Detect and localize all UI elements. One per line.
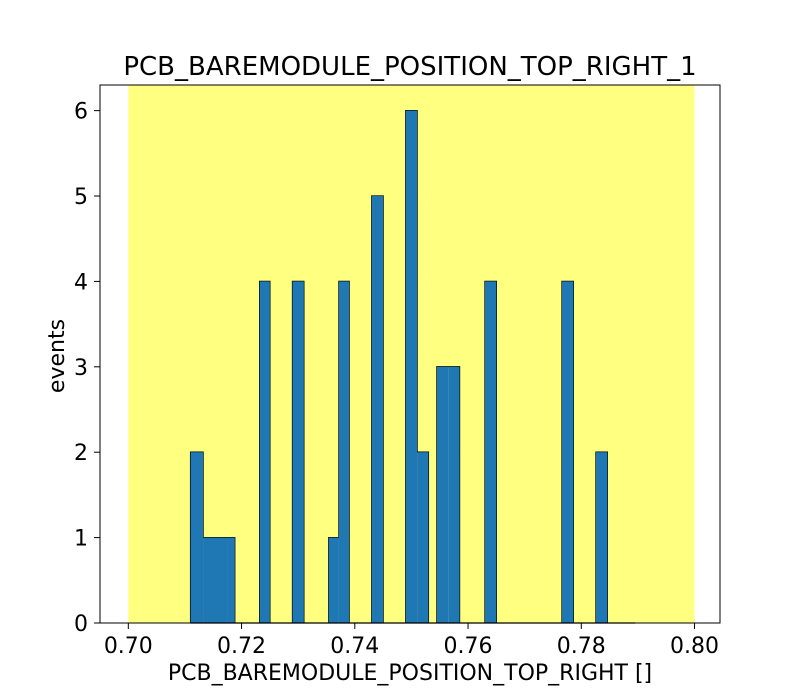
y-tick-label: 6 [74,100,88,125]
x-axis-label: PCB_BAREMODULE_POSITION_TOP_RIGHT [] [168,661,652,686]
x-tick-label: 0.80 [670,634,719,659]
y-tick-label: 4 [74,270,88,295]
histogram-bin [562,281,574,623]
y-axis-ticks: 0 1 2 3 4 5 6 [74,100,100,637]
x-tick-label: 0.74 [330,634,379,659]
histogram-bin [328,537,339,623]
histogram-bin [203,537,216,623]
x-tick-label: 0.72 [217,634,266,659]
plot-area [99,84,721,624]
histogram-bin [436,366,449,623]
histogram-bins [190,110,636,624]
histogram-bin [227,537,235,623]
histogram-bin [190,452,204,623]
y-tick-label: 5 [74,185,88,210]
x-tick-label: 0.76 [444,634,493,659]
x-tick-label: 0.78 [557,634,606,659]
histogram-bin [485,281,497,623]
histogram-bin [405,110,418,624]
y-tick-label: 0 [74,612,88,637]
histogram-bin [259,281,270,623]
histogram-bin [215,537,228,623]
y-axis-label: events [45,319,70,393]
y-tick-label: 1 [74,527,88,552]
histogram-bin [338,281,350,623]
histogram-bin [596,452,608,623]
y-tick-label: 3 [74,356,88,381]
y-tick-label: 2 [74,441,88,466]
histogram-bin [371,196,384,623]
histogram-bin [292,281,304,623]
axes-frame [99,84,721,624]
chart-title: PCB_BAREMODULE_POSITION_TOP_RIGHT_1 [123,52,696,82]
x-axis-ticks: 0.70 0.72 0.74 0.76 0.78 0.80 [104,623,719,659]
histogram-bin [448,366,460,623]
histogram-bin [417,452,429,623]
x-tick-label: 0.70 [104,634,153,659]
